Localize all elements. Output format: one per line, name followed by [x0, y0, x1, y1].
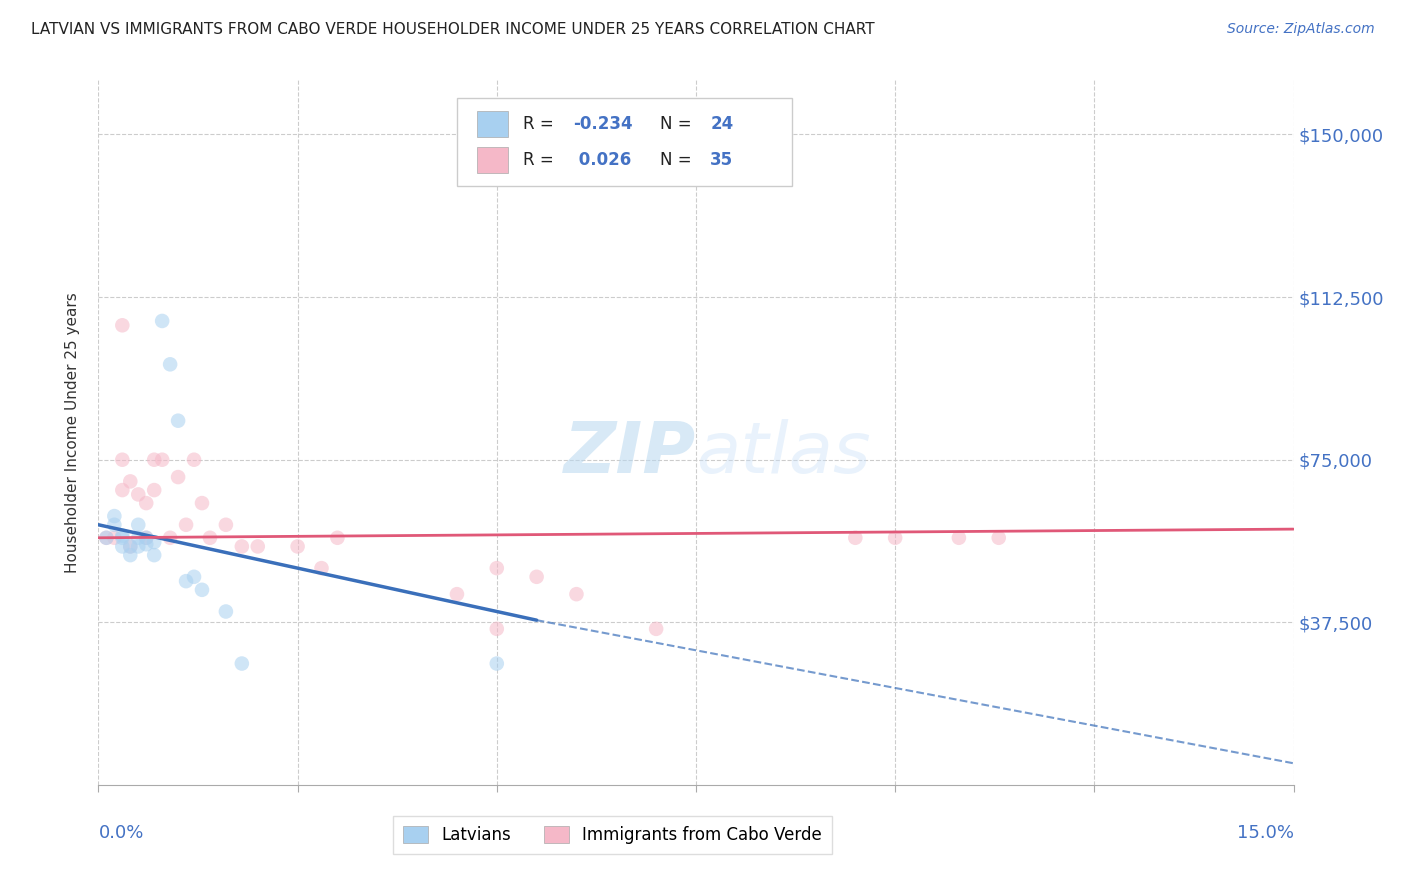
Text: N =: N = [661, 115, 697, 133]
Point [183, 452, 205, 467]
Point [326, 531, 349, 545]
Point [103, 509, 125, 524]
Point [183, 570, 205, 584]
Bar [477, 147, 509, 173]
Point [143, 535, 166, 549]
Text: -0.234: -0.234 [572, 115, 633, 133]
Point [159, 357, 181, 371]
Point [485, 657, 508, 671]
Point [174, 517, 197, 532]
Point [103, 517, 125, 532]
Point [844, 531, 866, 545]
Point [96, 531, 118, 545]
Point [96, 531, 118, 545]
Point [127, 531, 149, 545]
Point [111, 531, 134, 545]
Point [135, 496, 157, 510]
Point [987, 531, 1010, 545]
Point [143, 548, 166, 562]
Point [167, 414, 190, 428]
FancyBboxPatch shape [457, 98, 792, 186]
Point [135, 537, 157, 551]
Y-axis label: Householder Income Under 25 years: Householder Income Under 25 years [65, 293, 80, 573]
Point [167, 470, 190, 484]
Point [311, 561, 333, 575]
Point [120, 548, 142, 562]
Point [174, 574, 197, 589]
Point [645, 622, 668, 636]
Text: ZIP: ZIP [564, 419, 696, 488]
Point [127, 540, 149, 554]
Text: 0.0%: 0.0% [98, 823, 143, 842]
Point [287, 540, 309, 554]
Text: 24: 24 [710, 115, 734, 133]
Point [215, 517, 238, 532]
Point [103, 531, 125, 545]
Text: Source: ZipAtlas.com: Source: ZipAtlas.com [1227, 22, 1375, 37]
Point [111, 318, 134, 333]
Point [485, 561, 508, 575]
Point [150, 452, 173, 467]
Point [526, 570, 548, 584]
Bar [477, 112, 509, 137]
Text: atlas: atlas [696, 419, 870, 488]
Text: R =: R = [523, 151, 558, 169]
Point [120, 475, 142, 489]
Text: 0.026: 0.026 [572, 151, 631, 169]
Point [159, 531, 181, 545]
Point [198, 531, 221, 545]
Point [446, 587, 468, 601]
Point [127, 487, 149, 501]
Point [948, 531, 970, 545]
Point [111, 528, 134, 542]
Point [246, 540, 269, 554]
Text: LATVIAN VS IMMIGRANTS FROM CABO VERDE HOUSEHOLDER INCOME UNDER 25 YEARS CORRELAT: LATVIAN VS IMMIGRANTS FROM CABO VERDE HO… [31, 22, 875, 37]
Text: N =: N = [661, 151, 697, 169]
Text: 35: 35 [710, 151, 734, 169]
Point [884, 531, 907, 545]
Point [191, 496, 214, 510]
Point [485, 622, 508, 636]
Point [150, 314, 173, 328]
Text: 15.0%: 15.0% [1236, 823, 1294, 842]
Point [111, 483, 134, 497]
Text: R =: R = [523, 115, 558, 133]
Point [191, 582, 214, 597]
Point [231, 540, 253, 554]
Point [127, 517, 149, 532]
Point [120, 540, 142, 554]
Legend: Latvians, Immigrants from Cabo Verde: Latvians, Immigrants from Cabo Verde [392, 816, 832, 855]
Point [135, 531, 157, 545]
Point [135, 531, 157, 545]
Point [215, 605, 238, 619]
Point [120, 540, 142, 554]
Point [143, 483, 166, 497]
Point [111, 540, 134, 554]
Point [111, 452, 134, 467]
Point [143, 452, 166, 467]
Point [565, 587, 588, 601]
Point [231, 657, 253, 671]
